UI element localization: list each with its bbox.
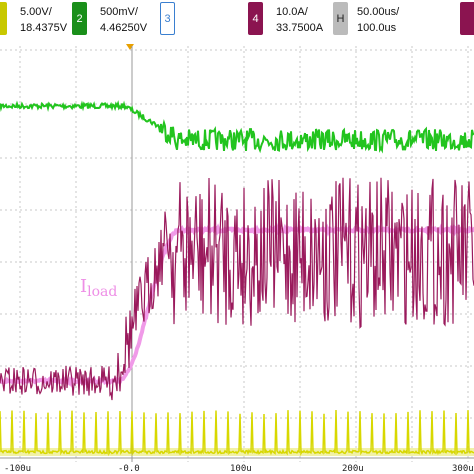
channel-2-waveform <box>0 100 474 154</box>
waveform-traces <box>0 100 474 457</box>
channel-1-value: 18.4375V <box>20 22 68 34</box>
horizontal-badge[interactable]: H <box>333 2 348 35</box>
horizontal-letter: H <box>336 12 345 25</box>
channel-4-scale: 10.0A/ <box>276 6 308 18</box>
iload-label-main: I <box>80 276 87 297</box>
channel-1-baseline-band <box>0 448 474 456</box>
channel-status-bar: 5.00V/ 18.4375V 2 500mV/ 4.46250V 3 4 10… <box>0 0 474 44</box>
horizontal-readout: 50.00us/ 100.0us <box>357 4 399 36</box>
channel-2-scale: 500mV/ <box>100 6 138 18</box>
channel-3-badge[interactable]: 3 <box>160 2 175 35</box>
channel-4-number: 4 <box>252 12 259 25</box>
iload-label-sub: load <box>87 284 117 300</box>
channel-4-readout: 10.0A/ 33.7500A <box>276 4 323 36</box>
time-axis-labels: -100u -0.0 100u 200u 300u <box>4 464 474 474</box>
channel-2-badge[interactable]: 2 <box>72 2 87 35</box>
graticule <box>0 46 474 462</box>
time-axis-label: 100u <box>230 464 252 474</box>
channel-4-badge[interactable]: 4 <box>248 2 263 35</box>
channel-1-waveform <box>0 409 474 457</box>
channel-2-readout: 500mV/ 4.46250V <box>100 4 147 36</box>
time-axis-label: 200u <box>342 464 364 474</box>
time-axis-label: -0.0 <box>118 464 140 474</box>
trigger-position-marker[interactable] <box>126 44 134 50</box>
channel-2-number: 2 <box>76 12 83 25</box>
channel-4-waveform <box>0 177 474 401</box>
channel-1-readout: 5.00V/ 18.4375V <box>20 4 67 36</box>
channel-2-value: 4.46250V <box>100 22 148 34</box>
time-axis-label: -100u <box>4 464 31 474</box>
channel-3-number: 3 <box>164 12 171 25</box>
horizontal-scale: 50.00us/ <box>357 6 400 18</box>
horizontal-delay: 100.0us <box>357 22 397 34</box>
time-axis-label: 300u <box>452 464 474 474</box>
channel-4-value: 33.7500A <box>276 22 324 34</box>
channel-1-scale: 5.00V/ <box>20 6 52 18</box>
channel-4-edge-badge <box>460 2 474 35</box>
iload-label: Iload <box>80 276 117 300</box>
channel-1-badge[interactable] <box>0 2 7 35</box>
